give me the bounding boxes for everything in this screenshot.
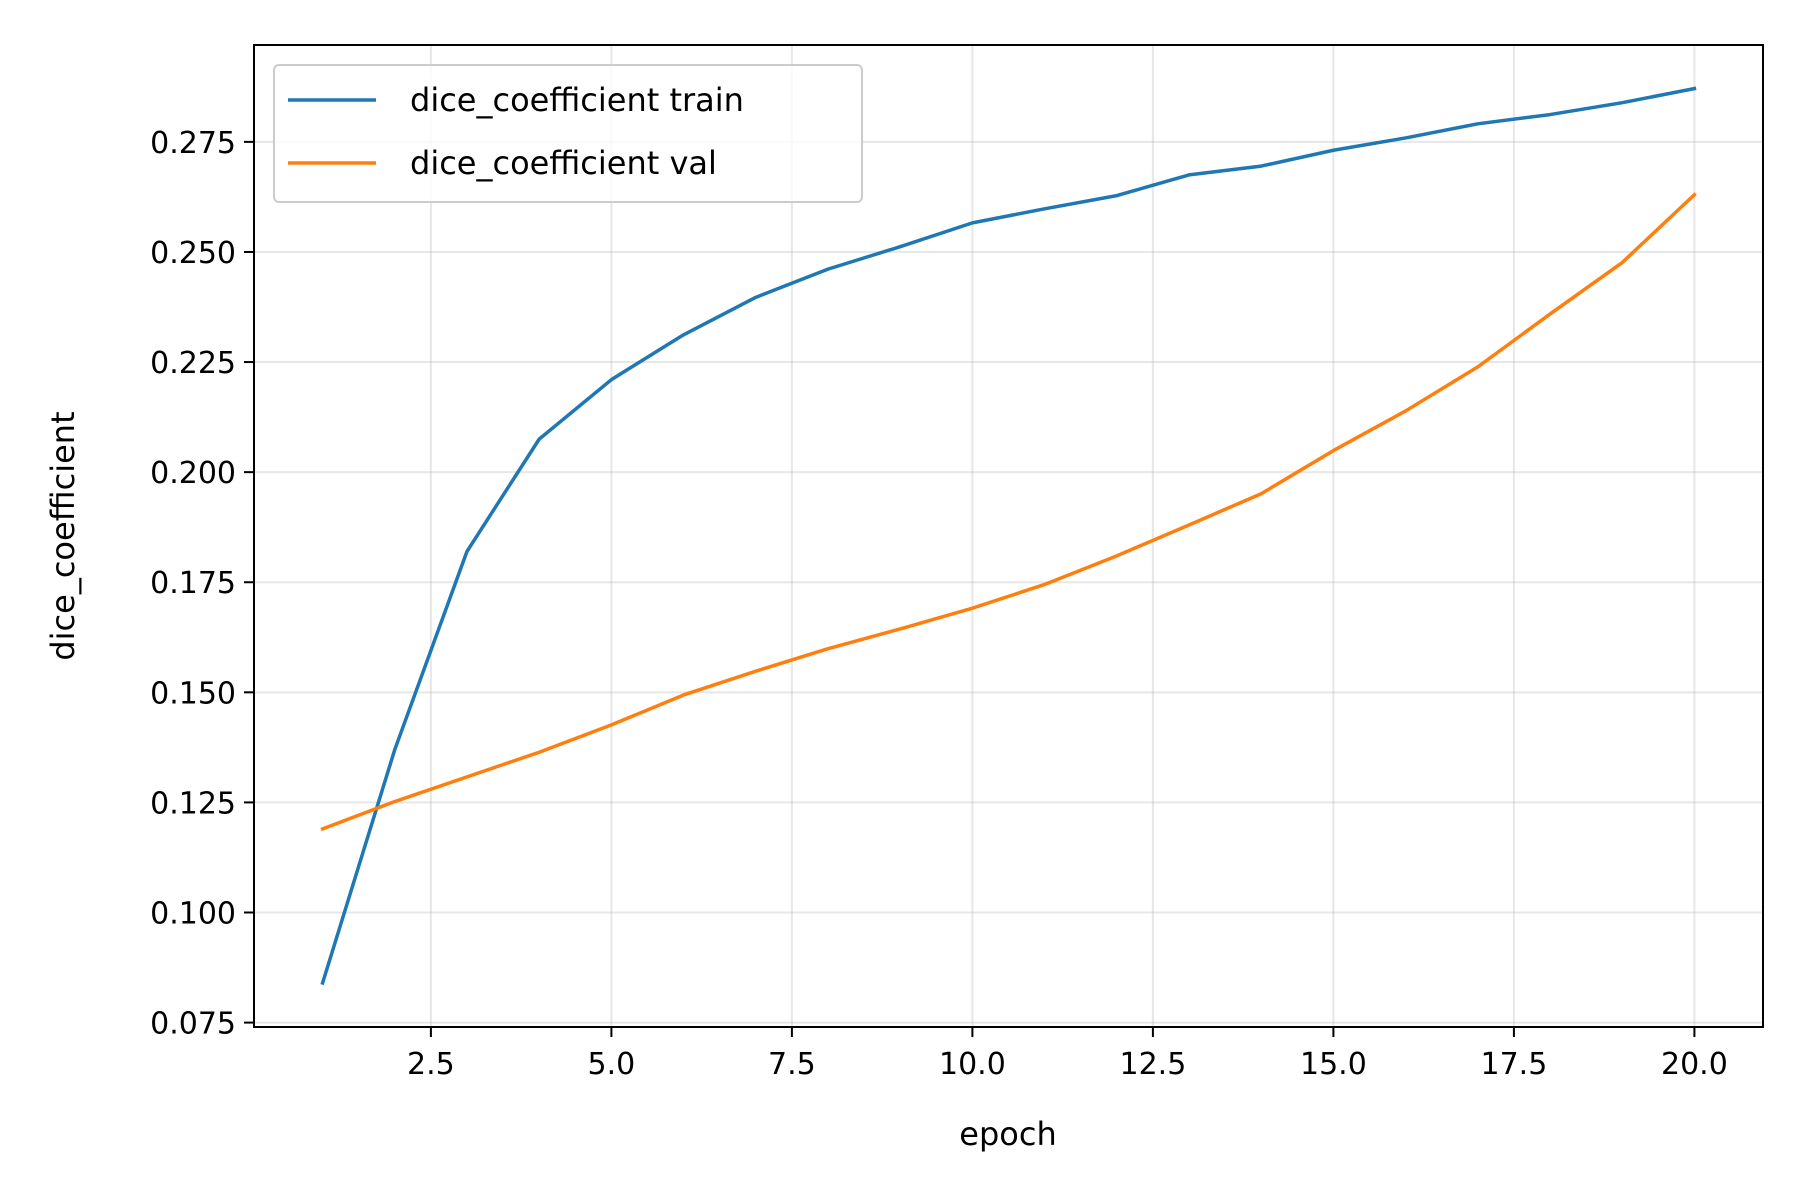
ticks: 2.5 5.0 7.5 10.0 12.5 15.0 17.5 20.0 0.075 0.100 0… — [150, 126, 1728, 1082]
y-tick-label: 0.075 — [150, 1007, 236, 1042]
series-line-val — [320, 192, 1697, 832]
series-layer — [320, 86, 1697, 986]
x-tick-label: 15.0 — [1300, 1047, 1367, 1082]
legend-label-train: dice_coefficient train — [410, 81, 744, 119]
y-tick-label: 0.125 — [150, 786, 236, 821]
y-axis-title: dice_coefficient — [44, 411, 82, 660]
y-tick-label: 0.200 — [150, 456, 236, 491]
grid — [254, 45, 1763, 1027]
plot-frame — [253, 44, 1764, 1028]
y-tick-label: 0.175 — [150, 566, 236, 601]
y-tick-label: 0.150 — [150, 676, 236, 711]
legend: dice_coefficient train dice_coefficient … — [273, 64, 863, 203]
legend-label-val: dice_coefficient val — [410, 144, 717, 182]
x-tick-label: 5.0 — [588, 1047, 636, 1082]
plot-area-background — [254, 45, 1763, 1027]
x-tick-label: 20.0 — [1661, 1047, 1728, 1082]
legend-frame — [273, 64, 863, 203]
y-tick-label: 0.275 — [150, 126, 236, 161]
x-tick-label: 10.0 — [939, 1047, 1006, 1082]
x-tick-label: 7.5 — [768, 1047, 816, 1082]
x-axis-title: epoch — [959, 1115, 1056, 1153]
y-tick-label: 0.225 — [150, 346, 236, 381]
x-tick-label: 2.5 — [407, 1047, 455, 1082]
x-tick-label: 12.5 — [1120, 1047, 1187, 1082]
series-line-train — [320, 86, 1697, 986]
x-tick-label: 17.5 — [1481, 1047, 1548, 1082]
y-tick-label: 0.250 — [150, 236, 236, 271]
y-tick-label: 0.100 — [150, 897, 236, 932]
